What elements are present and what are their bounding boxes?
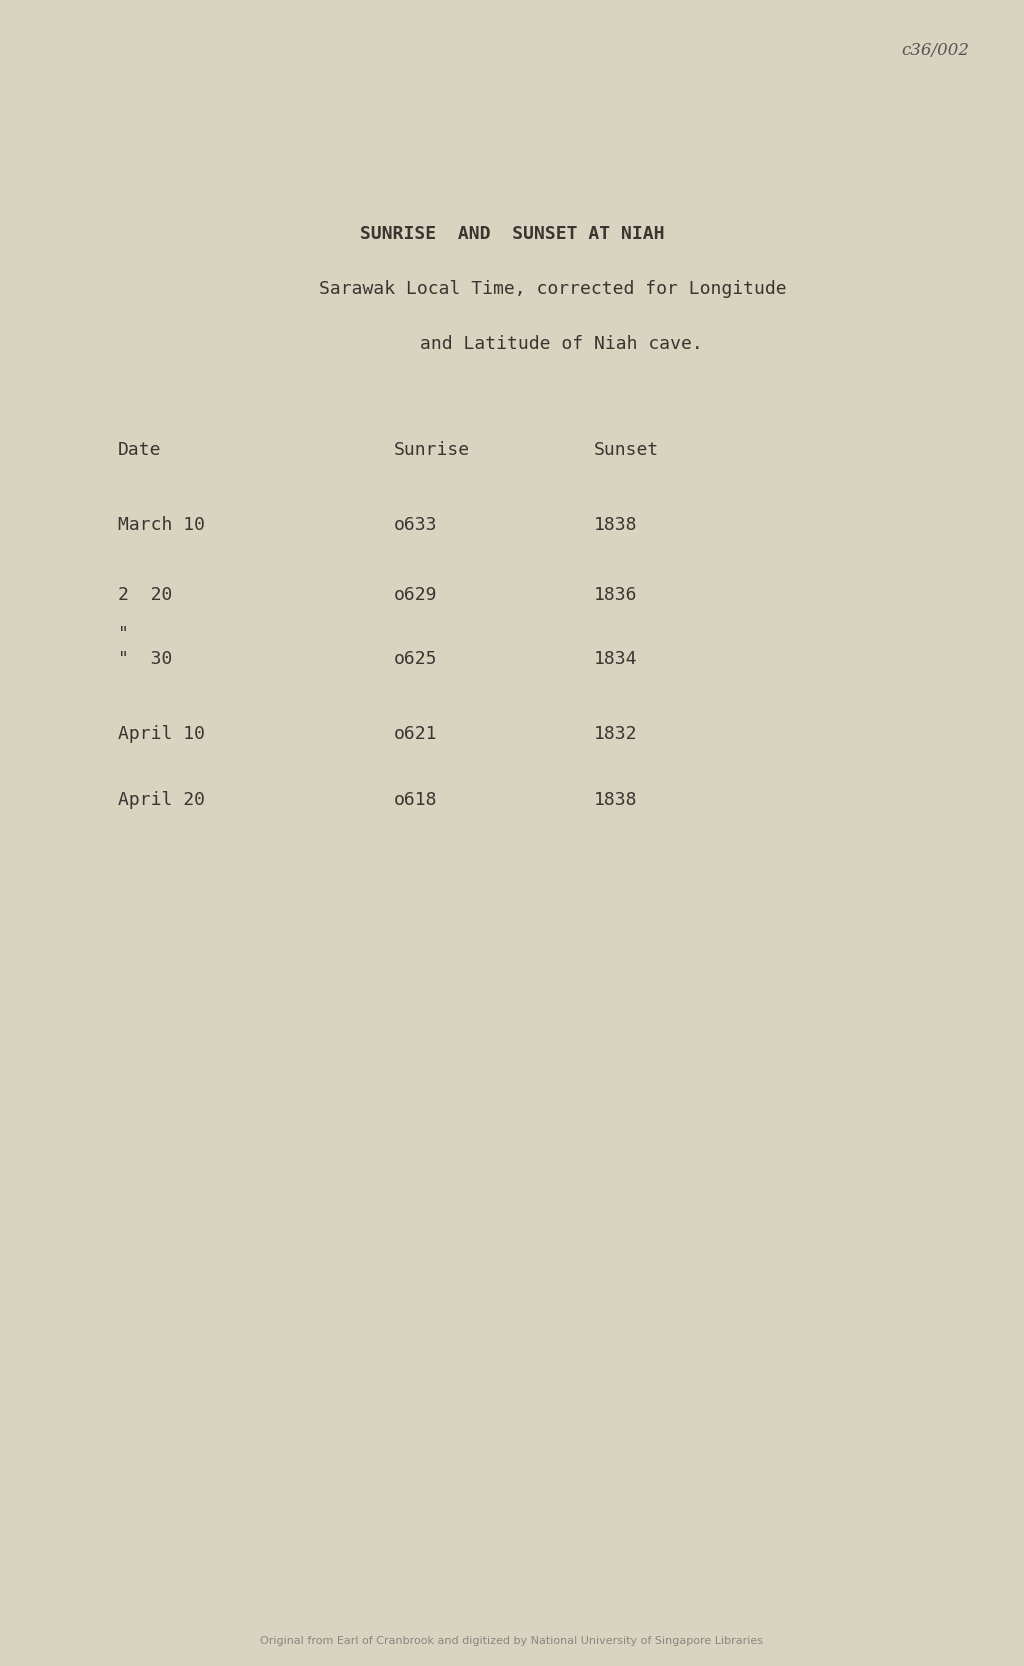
- Text: 2  20: 2 20: [118, 586, 172, 605]
- Text: o633: o633: [394, 516, 437, 535]
- Text: 1834: 1834: [594, 650, 637, 668]
- Text: Original from Earl of Cranbrook and digitized by National University of Singapor: Original from Earl of Cranbrook and digi…: [260, 1636, 764, 1646]
- Text: Sunrise: Sunrise: [394, 441, 470, 460]
- Text: o625: o625: [394, 650, 437, 668]
- Text: o618: o618: [394, 791, 437, 810]
- Text: SUNRISE  AND  SUNSET AT NIAH: SUNRISE AND SUNSET AT NIAH: [359, 225, 665, 243]
- Text: c36/002: c36/002: [901, 42, 969, 58]
- Text: ": ": [118, 625, 129, 643]
- Text: and Latitude of Niah cave.: and Latitude of Niah cave.: [420, 335, 702, 353]
- Text: 1836: 1836: [594, 586, 637, 605]
- Text: Sarawak Local Time, corrected for Longitude: Sarawak Local Time, corrected for Longit…: [319, 280, 786, 298]
- Text: o629: o629: [394, 586, 437, 605]
- Text: 1838: 1838: [594, 516, 637, 535]
- Text: Date: Date: [118, 441, 161, 460]
- Text: April 10: April 10: [118, 725, 205, 743]
- Text: o621: o621: [394, 725, 437, 743]
- Text: March 10: March 10: [118, 516, 205, 535]
- Text: Sunset: Sunset: [594, 441, 659, 460]
- Text: 1832: 1832: [594, 725, 637, 743]
- Text: 1838: 1838: [594, 791, 637, 810]
- Text: April 20: April 20: [118, 791, 205, 810]
- Text: "  30: " 30: [118, 650, 172, 668]
